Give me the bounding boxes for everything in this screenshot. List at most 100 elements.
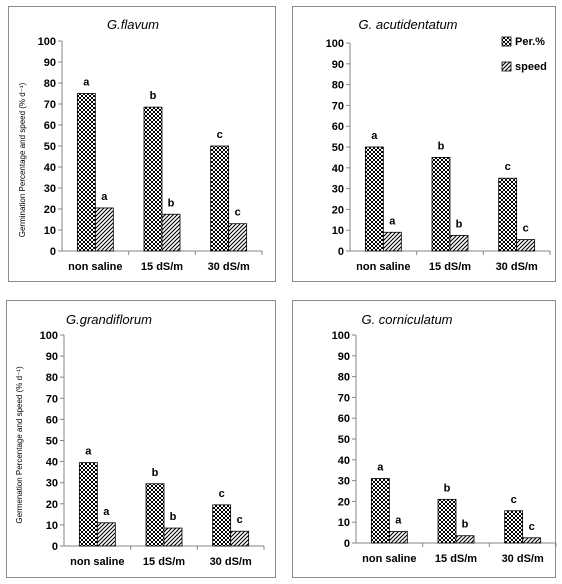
- y-tick-label: 60: [44, 120, 56, 132]
- data-label: b: [444, 482, 451, 494]
- bar-per-percent: [212, 504, 232, 547]
- bar-per-percent: [437, 498, 457, 544]
- bar-speed: [449, 234, 469, 252]
- data-label: a: [83, 77, 90, 89]
- data-label: a: [101, 191, 108, 203]
- y-axis-label: Germination Percentage and speed (% d⁻¹): [18, 82, 27, 237]
- y-tick-label: 20: [332, 204, 344, 216]
- y-tick-label: 50: [46, 436, 58, 448]
- chart-title: G. corniculatum: [361, 312, 452, 327]
- bar-per-percent: [498, 177, 518, 252]
- y-tick-label: 20: [338, 496, 350, 508]
- y-tick-label: 70: [46, 393, 58, 405]
- x-tick-label: 30 dS/m: [208, 261, 250, 273]
- chart-panel-g-corniculatum: G. corniculatum 0 10 20 30 40 50 60 70 80 90 100 no…: [292, 300, 557, 578]
- y-tick-label: 10: [46, 520, 58, 532]
- chart-panel-g-grandiflorum: G.grandiflorum Germenation Percentage an…: [6, 300, 276, 578]
- bar-per-percent: [370, 478, 390, 544]
- y-tick-label: 20: [44, 204, 56, 216]
- y-tick-label: 70: [338, 392, 350, 404]
- y-tick-label: 70: [332, 100, 344, 112]
- bar-per-percent: [210, 145, 230, 252]
- legend-swatch-speed: [501, 61, 512, 72]
- data-label: a: [103, 506, 110, 518]
- bar-per-percent: [76, 93, 96, 252]
- y-tick-label: 40: [46, 457, 58, 469]
- y-tick-label: 30: [46, 478, 58, 490]
- chart-panel-g-acutidentatum: G. acutidentatum 0 10 20 30 40 50 60 70 80 90 100 n…: [292, 6, 556, 282]
- chart-svg-g-acutidentatum: G. acutidentatum 0 10 20 30 40 50 60 70 80 90 100 n…: [326, 17, 551, 273]
- bar-speed: [516, 239, 536, 252]
- x-tick-label: non saline: [362, 553, 416, 565]
- data-label: c: [235, 207, 241, 219]
- y-tick-label: 90: [338, 351, 350, 363]
- x-tick-label: 15 dS/m: [141, 261, 183, 273]
- x-tick-label: 30 dS/m: [502, 553, 544, 565]
- y-tick-label: 60: [332, 121, 344, 133]
- y-tick-label: 80: [338, 372, 350, 384]
- x-tick-label: non saline: [70, 556, 124, 568]
- data-label: b: [150, 90, 157, 102]
- bar-speed: [161, 213, 181, 252]
- chart-title: G.grandiflorum: [66, 312, 152, 327]
- legend-swatch-per-percent: [501, 36, 512, 47]
- y-tick-label: 0: [52, 541, 58, 553]
- y-tick-label: 10: [44, 225, 56, 237]
- data-label: c: [529, 521, 535, 533]
- y-tick-label: 60: [46, 414, 58, 426]
- chart-title: G.flavum: [107, 17, 159, 32]
- data-label: b: [438, 140, 445, 152]
- x-tick-label: non saline: [356, 261, 410, 273]
- data-label: a: [377, 462, 384, 474]
- y-axis-label: Germenation Percentage and speed (% d⁻¹): [15, 366, 24, 524]
- chart-svg-g-corniculatum: G. corniculatum 0 10 20 30 40 50 60 70 80 90 100 no…: [332, 312, 557, 565]
- y-tick-label: 50: [338, 434, 350, 446]
- data-label: b: [170, 511, 177, 523]
- y-tick-label: 0: [338, 246, 344, 258]
- data-label: a: [389, 215, 396, 227]
- bar-speed: [228, 223, 248, 252]
- legend-label-speed: speed: [515, 61, 547, 73]
- y-tick-label: 40: [44, 162, 56, 174]
- x-tick-label: 15 dS/m: [435, 553, 477, 565]
- data-label: a: [85, 446, 92, 458]
- y-tick-label: 100: [332, 330, 350, 342]
- bar-speed: [94, 207, 114, 252]
- y-tick-label: 80: [332, 80, 344, 92]
- y-tick-label: 90: [46, 351, 58, 363]
- data-label: a: [371, 130, 378, 142]
- y-tick-label: 100: [326, 38, 344, 50]
- x-tick-label: 30 dS/m: [496, 261, 538, 273]
- bar-per-percent: [364, 146, 384, 252]
- bar-per-percent: [504, 510, 524, 544]
- bar-speed: [522, 537, 542, 544]
- y-tick-label: 100: [40, 330, 58, 342]
- data-label: b: [152, 467, 159, 479]
- data-label: c: [219, 488, 225, 500]
- data-label: c: [523, 223, 529, 235]
- y-tick-label: 80: [44, 78, 56, 90]
- data-label: c: [505, 161, 511, 173]
- y-tick-label: 30: [338, 476, 350, 488]
- bar-speed: [163, 527, 183, 547]
- data-label: c: [511, 494, 517, 506]
- y-tick-label: 20: [46, 499, 58, 511]
- y-tick-label: 60: [338, 413, 350, 425]
- y-tick-label: 50: [332, 142, 344, 154]
- bar-per-percent: [145, 483, 165, 547]
- bar-per-percent: [431, 156, 451, 252]
- y-tick-label: 40: [332, 163, 344, 175]
- y-tick-label: 40: [338, 455, 350, 467]
- x-tick-label: 30 dS/m: [210, 556, 252, 568]
- x-tick-label: 15 dS/m: [143, 556, 185, 568]
- y-tick-label: 30: [332, 184, 344, 196]
- bar-speed: [230, 530, 250, 547]
- data-label: a: [395, 515, 402, 527]
- data-label: c: [217, 129, 223, 141]
- data-label: b: [168, 197, 175, 209]
- x-tick-label: non saline: [68, 261, 122, 273]
- chart-title: G. acutidentatum: [359, 17, 458, 32]
- chart-svg-g-flavum: G.flavum Germination Percentage and spee…: [18, 17, 263, 273]
- y-tick-label: 0: [344, 538, 350, 550]
- bar-speed: [96, 522, 116, 547]
